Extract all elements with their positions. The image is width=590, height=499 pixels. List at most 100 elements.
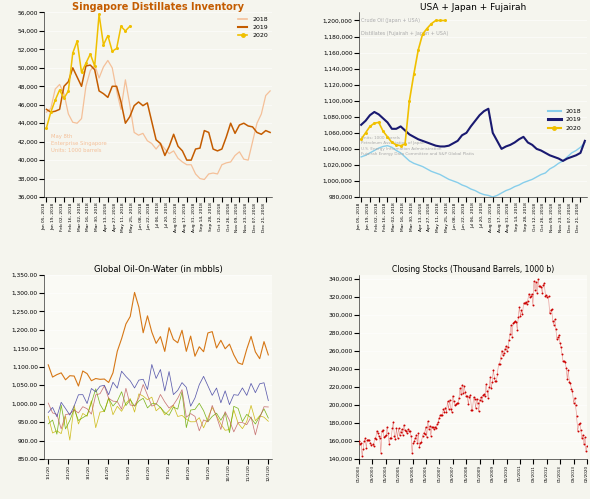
Point xyxy=(555,339,565,347)
Point xyxy=(363,436,372,444)
Point xyxy=(455,384,465,392)
Point xyxy=(372,427,381,435)
Point xyxy=(543,293,552,301)
Point xyxy=(519,299,528,307)
Point xyxy=(567,385,576,393)
Point xyxy=(358,452,367,460)
Point xyxy=(424,425,434,433)
Point xyxy=(375,434,385,442)
Point xyxy=(367,441,376,449)
Point xyxy=(426,432,435,440)
Point xyxy=(540,292,550,300)
Point xyxy=(568,387,577,395)
Point xyxy=(471,404,480,412)
Point xyxy=(480,392,490,400)
Point xyxy=(509,319,518,327)
Point xyxy=(435,411,445,419)
Point xyxy=(403,425,412,433)
Point xyxy=(430,423,440,431)
Point xyxy=(477,397,487,405)
Text: Crude Oil (Japan + USA): Crude Oil (Japan + USA) xyxy=(361,18,420,23)
Point xyxy=(474,408,483,416)
Point xyxy=(363,436,373,444)
Point xyxy=(453,399,463,407)
Point xyxy=(434,414,444,422)
Point xyxy=(528,301,537,309)
Point xyxy=(468,406,477,414)
Point xyxy=(521,298,530,306)
Point xyxy=(545,309,554,317)
Point xyxy=(382,423,392,431)
Point xyxy=(539,280,548,288)
Point xyxy=(441,404,450,412)
Point xyxy=(414,429,423,437)
Point xyxy=(504,336,514,344)
Point xyxy=(529,277,539,285)
Point xyxy=(573,427,582,435)
Point xyxy=(393,434,402,442)
Point xyxy=(553,333,563,341)
Point xyxy=(396,428,405,436)
Point xyxy=(356,439,366,447)
Point xyxy=(496,354,505,362)
Point xyxy=(368,441,377,449)
Point xyxy=(514,303,524,311)
Point xyxy=(466,391,475,399)
Point xyxy=(582,442,590,450)
Point xyxy=(514,312,523,320)
Point xyxy=(510,317,520,325)
Point xyxy=(576,427,585,435)
Point xyxy=(405,427,415,435)
Point xyxy=(447,408,457,416)
Point xyxy=(464,400,473,408)
Point xyxy=(401,427,411,435)
Point xyxy=(473,399,483,407)
Point xyxy=(398,431,408,439)
Point xyxy=(430,425,439,433)
Point xyxy=(442,397,452,405)
Point xyxy=(486,373,495,381)
Point xyxy=(487,384,496,392)
Point xyxy=(385,434,395,442)
Point xyxy=(491,377,500,385)
Point xyxy=(369,442,378,450)
Point xyxy=(419,429,428,437)
Point xyxy=(577,435,586,443)
Point xyxy=(362,444,371,452)
Point xyxy=(574,420,584,428)
Point xyxy=(518,310,527,318)
Point xyxy=(438,411,447,419)
Point xyxy=(412,439,422,447)
Point xyxy=(475,396,484,404)
Point xyxy=(472,395,481,403)
Point xyxy=(562,364,571,372)
Point xyxy=(517,306,526,314)
Point xyxy=(385,440,394,448)
Point xyxy=(397,425,407,433)
Point xyxy=(422,433,431,441)
Point xyxy=(407,449,417,457)
Point xyxy=(366,440,375,448)
Point xyxy=(431,424,441,432)
Point xyxy=(442,408,451,416)
Point xyxy=(418,432,427,440)
Point xyxy=(572,412,581,420)
Point xyxy=(444,405,453,413)
Point xyxy=(450,401,460,409)
Point xyxy=(554,331,563,339)
Point xyxy=(461,392,471,400)
Point xyxy=(359,437,369,445)
Point xyxy=(505,330,514,338)
Point xyxy=(560,358,570,366)
Point xyxy=(513,326,522,334)
Point xyxy=(523,297,532,305)
Point xyxy=(509,318,519,326)
Point xyxy=(526,292,536,300)
Point xyxy=(530,285,540,293)
Point xyxy=(478,391,487,399)
Point xyxy=(448,392,457,400)
Point xyxy=(379,433,389,441)
Point xyxy=(489,366,498,374)
Point xyxy=(524,290,533,298)
Point xyxy=(409,437,419,445)
